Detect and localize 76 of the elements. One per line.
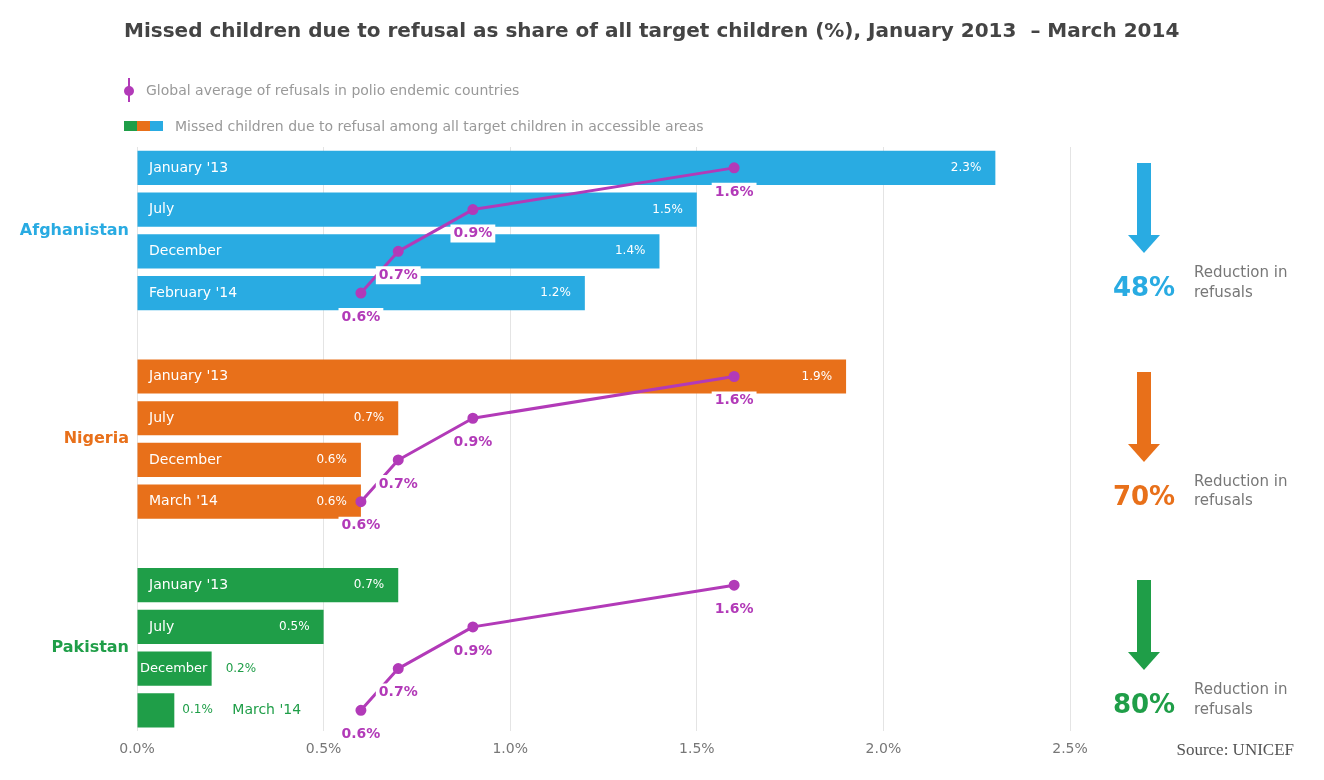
bar	[137, 568, 399, 603]
text: Missed children due to refusal among all target children in accessible areas	[175, 118, 704, 134]
data-label: 0.9%	[453, 224, 493, 241]
x-tick-label: 0.5%	[305, 740, 342, 757]
data-label: 0.9%	[453, 641, 493, 658]
data-label: 0.6%	[341, 516, 381, 533]
point	[355, 496, 367, 508]
data-label: 0.6%	[316, 493, 347, 508]
y-tick-label: January '13	[148, 575, 229, 592]
y-tick-label: January '13	[148, 367, 229, 384]
point	[728, 371, 740, 383]
bar	[137, 484, 361, 519]
bar	[137, 192, 697, 227]
data-label: 1.5%	[652, 201, 683, 216]
data-label: 2.3%	[950, 159, 982, 174]
bar	[137, 401, 399, 436]
point	[392, 663, 404, 675]
data-label: 0.6%	[341, 307, 381, 324]
bar	[137, 150, 996, 185]
y-tick-label: December	[149, 450, 222, 467]
data-label: 0.5%	[279, 619, 310, 633]
data-label: 0.7%	[378, 474, 418, 491]
y-tick-label: July	[148, 617, 175, 634]
series-label: Afghanistan	[19, 219, 129, 239]
x-tick-label: 1.5%	[679, 740, 715, 757]
point	[355, 287, 367, 299]
x-tick-label: 2.0%	[865, 740, 902, 757]
data-label: 0.7%	[353, 410, 385, 425]
y-tick-label: December	[149, 241, 222, 258]
x-tick-label: 0.0%	[119, 740, 155, 757]
point	[392, 454, 404, 466]
y-tick-label: December	[140, 659, 209, 675]
bar	[137, 609, 324, 644]
point	[467, 204, 479, 216]
chart-title: Missed children due to refusal as share of all target children (%), January 2013 – March 2014	[124, 18, 1180, 42]
x-tick-label: 1.0%	[492, 740, 528, 757]
y-tick-label: February '14	[149, 283, 238, 300]
text: Reduction in refusals	[1194, 680, 1289, 720]
data-label: 0.7%	[378, 683, 418, 700]
point	[467, 412, 479, 424]
data-label: 0.2%	[225, 660, 257, 675]
point	[467, 621, 479, 633]
point	[355, 704, 367, 716]
data-label: 1.6%	[714, 599, 754, 616]
data-label: 0.7%	[353, 577, 385, 592]
source-note: Source: UNICEF	[1176, 740, 1294, 760]
legend-label: Global average of refusals in polio endemic countries	[146, 82, 520, 98]
point	[728, 579, 740, 591]
y-tick-label: January '13	[148, 158, 229, 175]
series-label: Nigeria	[63, 428, 129, 448]
series-label: Pakistan	[51, 636, 129, 656]
y-tick-label: July	[148, 408, 175, 425]
data-label: 1.6%	[714, 182, 754, 199]
data-label: 0.6%	[341, 724, 381, 741]
data-label: 0.1%	[182, 702, 213, 717]
text: 80%	[1111, 689, 1177, 720]
data-label: 1.6%	[714, 391, 754, 408]
bar	[137, 442, 361, 478]
data-label: 1.4%	[614, 243, 646, 258]
x-tick-label: 2.5%	[1052, 740, 1088, 757]
data-label: 1.2%	[540, 285, 571, 300]
text: Reduction in refusals	[1194, 263, 1289, 303]
point	[728, 162, 740, 174]
data-label: 1.9%	[801, 368, 833, 383]
y-tick-label: March '14	[149, 492, 218, 509]
bar	[137, 359, 847, 394]
point	[392, 245, 404, 257]
text: 48%	[1111, 272, 1177, 303]
text: 70%	[1111, 480, 1177, 511]
text: Reduction in refusals	[1194, 471, 1289, 511]
y-tick-label: March '14	[232, 700, 302, 717]
y-tick-label: July	[148, 200, 175, 217]
data-label: 0.7%	[378, 265, 418, 282]
bar	[137, 693, 175, 728]
data-label: 0.6%	[316, 452, 347, 467]
data-label: 0.9%	[453, 432, 493, 449]
